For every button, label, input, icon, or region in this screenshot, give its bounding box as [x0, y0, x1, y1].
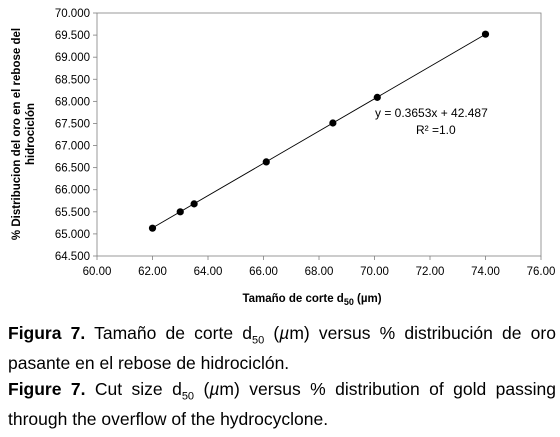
- x-tick-label: 66.00: [249, 266, 278, 278]
- x-tick-label: 62.00: [138, 266, 167, 278]
- scatter-chart: 64.500 65.000 65.500 66.000 66.500 67.000 67.5…: [11, 8, 556, 307]
- y-tick-label: 67.000: [55, 141, 90, 153]
- data-point: [373, 93, 381, 101]
- y-tick-label: 65.500: [55, 207, 90, 219]
- caption-en-subscript: 50: [181, 390, 195, 403]
- x-axis-title: Tamaño de corte d50 (µm): [242, 293, 381, 307]
- y-tick-label: 69.500: [55, 30, 90, 42]
- x-tick-label: 60.00: [83, 266, 112, 278]
- x-tick-label: 76.00: [527, 266, 556, 278]
- trendline-equation: y = 0.3653x + 42.487: [375, 106, 488, 120]
- caption-spanish: Figura 7. Tamaño de corte d50 (µm) versu…: [8, 322, 556, 374]
- x-tick-label: 64.00: [194, 266, 223, 278]
- plot-area-border: [96, 12, 542, 257]
- x-tick-label: 72.00: [416, 266, 445, 278]
- x-tick-label: 68.00: [305, 266, 334, 278]
- x-axis-title-unit: (µm): [354, 293, 382, 305]
- trendline: [152, 33, 486, 229]
- r-squared-label: R² =1.0: [416, 123, 456, 137]
- x-axis-title-subscript: 50: [344, 297, 354, 307]
- y-tick-label: 70.000: [55, 8, 90, 20]
- x-axis-title-main: Tamaño de corte d: [242, 293, 343, 305]
- y-tick-label: 66.500: [55, 163, 90, 175]
- caption-english: Figure 7. Cut size d50 (µm) versus % dis…: [8, 378, 556, 430]
- caption-en-label: Figure 7.: [8, 379, 86, 399]
- caption-es-label: Figura 7.: [8, 323, 86, 343]
- y-tick-label: 68.000: [55, 96, 90, 108]
- x-tick-label: 70.00: [360, 266, 389, 278]
- y-tick-label: 65.000: [55, 229, 90, 241]
- y-axis-title-line1: % Distribucion del oro en el rebose del: [11, 28, 23, 240]
- y-tick-label: 67.500: [55, 118, 90, 130]
- caption-es-text-2: (: [264, 323, 280, 343]
- y-tick-label: 68.500: [55, 74, 90, 86]
- data-point: [262, 158, 270, 166]
- data-point: [481, 30, 490, 38]
- y-tick-label: 64.500: [55, 251, 90, 263]
- y-axis-ticks: 64.500 65.000 65.500 66.000 66.500 67.000 67.5…: [55, 8, 97, 263]
- caption-en-mu: µ: [209, 379, 220, 399]
- y-axis-title-line2: hidrociclón: [25, 103, 37, 165]
- data-point: [176, 208, 184, 216]
- x-axis-ticks: 60.00 62.00 64.00 66.00 68.00 70.00 72.00 74.00…: [83, 256, 556, 278]
- data-points: [148, 30, 490, 232]
- caption-en-text-2: (: [194, 379, 210, 399]
- caption-es-mu: µ: [279, 323, 290, 343]
- data-point: [190, 200, 198, 208]
- x-tick-label: 74.00: [471, 266, 500, 278]
- plot-frame: [96, 12, 542, 257]
- y-tick-label: 69.000: [55, 52, 90, 64]
- trendline-group: [152, 33, 486, 229]
- caption-en-text-3: m) versus % distribution of gold passing…: [8, 379, 556, 429]
- caption-es-subscript: 50: [251, 334, 265, 347]
- caption-es-text-3: m) versus % distribución de oro pasante …: [8, 323, 556, 373]
- y-tick-label: 66.000: [55, 185, 90, 197]
- caption-es-text-1: Tamaño de corte d: [85, 323, 252, 343]
- data-point: [329, 119, 337, 127]
- caption-en-text-1: Cut size d: [85, 379, 182, 399]
- data-point: [148, 224, 157, 232]
